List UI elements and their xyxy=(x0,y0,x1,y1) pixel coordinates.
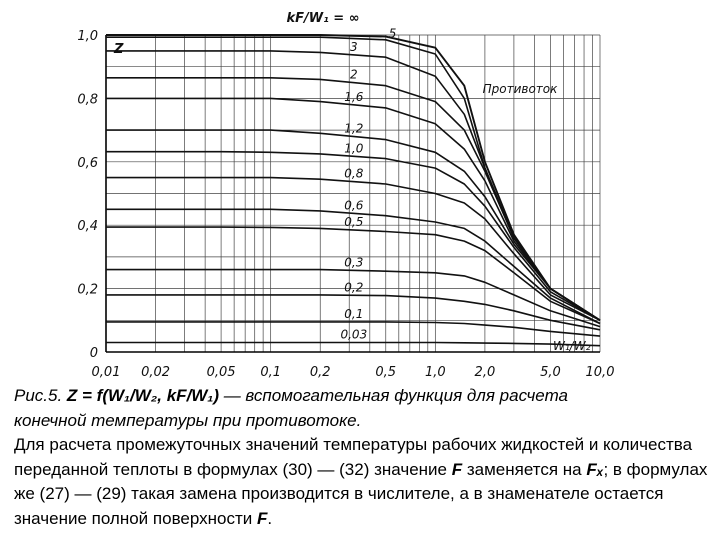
y-axis-label: Z xyxy=(113,42,124,57)
curve-line xyxy=(106,176,601,322)
y-tick-label: 0,8 xyxy=(77,92,98,107)
curve-line xyxy=(106,77,601,321)
curve-line xyxy=(106,129,601,321)
curve-line xyxy=(106,34,601,322)
curve-line xyxy=(106,208,601,325)
curve-label: 1,2 xyxy=(344,122,363,136)
curve-label: 0,3 xyxy=(344,255,363,269)
curve-line xyxy=(106,294,601,331)
curve-label: 0,5 xyxy=(344,215,363,229)
caption-description: — вспомогательная функция для расчета xyxy=(218,386,568,405)
caption-paragraph: Для расчета промежуточных значений темпе… xyxy=(14,435,708,528)
y-tick-label: 0,2 xyxy=(77,283,98,298)
curve-label: 1,0 xyxy=(344,141,363,155)
chart-labels: 0 0,2 0,4 0,6 0,8 1,0 0,01 0,02 0,05 0,1 0,2 0,5 1,0… xyxy=(77,11,614,380)
caption-figure-number: Рис.5. xyxy=(14,386,67,405)
curve-label: 0,2 xyxy=(344,280,363,294)
symbol-Fx: Fₓ xyxy=(586,459,604,479)
chart: 0 0,2 0,4 0,6 0,8 1,0 0,01 0,02 0,05 0,1 0,2 0,5 1,0… xyxy=(77,11,614,380)
curve-label: 3 xyxy=(350,40,358,54)
x-tick-label: 0,02 xyxy=(141,365,170,380)
caption-line-2: конечной температуры при противотоке. xyxy=(14,410,362,430)
x-axis-label: W₁/W₂ xyxy=(553,339,591,353)
x-tick-label: 5,0 xyxy=(540,365,561,380)
x-tick-label: 2,0 xyxy=(475,365,496,380)
curve-line xyxy=(106,321,601,337)
x-tick-label: 0,01 xyxy=(92,365,121,380)
x-tick-label: 0,5 xyxy=(375,365,396,380)
curve-line xyxy=(106,97,601,321)
y-tick-label: 0,6 xyxy=(77,156,98,171)
chart-curves xyxy=(106,34,601,347)
curve-line xyxy=(106,341,601,347)
figure-caption: Рис.5. Z = f(W₁/W₂, kF/W₁) — вспомогател… xyxy=(14,384,714,531)
chart-axes xyxy=(105,35,600,353)
curve-label: 1,6 xyxy=(344,90,363,104)
x-tick-label: 1,0 xyxy=(425,365,446,380)
x-tick-label: 0,1 xyxy=(260,365,281,380)
y-tick-label: 1,0 xyxy=(77,29,98,44)
curve-label: 0,1 xyxy=(344,307,363,321)
x-tick-label: 10,0 xyxy=(586,365,615,380)
curve-label: 0,8 xyxy=(344,167,363,181)
curve-label: 2 xyxy=(350,68,358,82)
chart-title: kF/W₁ = ∞ xyxy=(286,11,359,26)
curve-label: 0,03 xyxy=(340,327,367,341)
symbol-F: F xyxy=(451,459,463,479)
y-tick-label: 0 xyxy=(90,346,98,361)
chart-annotation: Противоток xyxy=(483,82,559,96)
curve-label: 0,6 xyxy=(344,198,363,212)
x-tick-label: 0,2 xyxy=(310,365,331,380)
symbol-F-end: F xyxy=(256,508,268,528)
curve-line xyxy=(106,150,601,321)
x-tick-label: 0,05 xyxy=(207,365,236,380)
caption-formula: Z = f(W₁/W₂, kF/W₁) xyxy=(66,386,219,405)
y-tick-label: 0,4 xyxy=(77,219,98,234)
curve-line xyxy=(106,268,601,328)
curve-label: 5 xyxy=(389,27,397,41)
caption-line-1: Рис.5. Z = f(W₁/W₂, kF/W₁) — вспомогател… xyxy=(14,384,714,409)
curve-line xyxy=(106,226,601,325)
